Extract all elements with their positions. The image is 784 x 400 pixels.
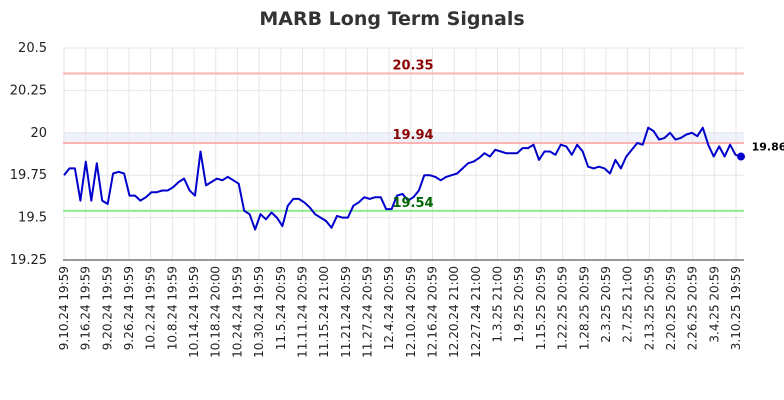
- x-tick-label: 9.10.24 19:59: [57, 266, 71, 350]
- x-tick-label: 11.5.24 20:59: [274, 266, 288, 350]
- reference-labels: 20.35 19.94 19.54: [392, 58, 433, 210]
- last-value-dot: [737, 152, 745, 161]
- x-tick-label: 10.14.24 19:59: [187, 266, 201, 358]
- x-tick-label: 11.21.24 20:59: [339, 266, 353, 358]
- x-tick-label: 2.26.25 20:59: [686, 266, 700, 350]
- price-series-line: [63, 126, 742, 231]
- x-tick-label: 1.9.25 20:59: [512, 266, 526, 343]
- last-value-label: 19.86: [752, 141, 784, 154]
- x-tick-label: 2.13.25 20:59: [642, 266, 656, 350]
- x-tick-label: 11.11.24 20:59: [295, 266, 309, 358]
- x-tick-label: 9.26.24 19:59: [122, 266, 136, 350]
- last-value-marker: 19.86: [737, 141, 784, 161]
- y-tick-labels: 19.25 19.5 19.75 20 20.25 20.5: [10, 41, 47, 268]
- x-tick-label: 12.10.24 20:59: [404, 266, 418, 358]
- chart-title: MARB Long Term Signals: [259, 8, 524, 30]
- x-tick-label: 10.2.24 19:59: [144, 266, 158, 350]
- grid-layer: [63, 47, 744, 261]
- x-tick-label: 3.4.25 20:59: [707, 266, 721, 343]
- x-tick-label: 12.16.24 20:59: [426, 266, 440, 358]
- x-tick-label: 12.4.24 20:59: [382, 266, 396, 350]
- reference-lines: [63, 72, 744, 212]
- x-tick-label: 1.22.25 20:59: [556, 266, 570, 350]
- y-tick-label: 20.25: [10, 83, 47, 98]
- x-tick-label: 2.7.25 21:00: [621, 266, 635, 343]
- x-tick-label: 1.3.25 21:00: [491, 266, 505, 343]
- x-tick-label: 11.15.24 21:00: [317, 266, 331, 358]
- x-tick-label: 12.27.24 21:00: [469, 266, 483, 358]
- x-tick-label: 1.28.25 20:59: [577, 266, 591, 350]
- reference-line-label: 19.94: [392, 128, 433, 143]
- reference-line-label: 20.35: [392, 58, 433, 73]
- x-tick-label: 1.15.25 20:59: [534, 266, 548, 350]
- y-tick-label: 19.75: [10, 168, 47, 183]
- x-tick-label: 11.27.24 20:59: [360, 266, 374, 358]
- x-tick-label: 9.20.24 19:59: [100, 266, 114, 350]
- x-tick-label: 10.18.24 20:00: [209, 266, 223, 358]
- y-tick-label: 20: [30, 126, 47, 141]
- x-tick-labels: 9.10.24 19:59 9.16.24 19:59 9.20.24 19:59 9…: [57, 266, 743, 358]
- x-tick-label: 2.3.25 20:59: [599, 266, 613, 343]
- x-tick-label: 2.20.25 20:59: [664, 266, 678, 350]
- x-tick-label: 9.16.24 19:59: [79, 266, 93, 350]
- reference-line-label: 19.54: [392, 196, 433, 211]
- x-tick-label: 10.24.24 19:59: [230, 266, 244, 358]
- band-layer: [63, 132, 744, 143]
- x-tick-label: 3.10.25 19:59: [729, 266, 743, 350]
- signal-band: [63, 132, 744, 143]
- y-tick-label: 20.5: [18, 41, 47, 56]
- x-tick-label: 10.8.24 19:59: [165, 266, 179, 350]
- x-tick-label: 10.30.24 19:59: [252, 266, 266, 358]
- series-layer: [63, 126, 742, 231]
- y-tick-label: 19.25: [10, 253, 47, 268]
- y-tick-label: 19.5: [18, 211, 47, 226]
- x-tick-label: 12.20.24 21:00: [447, 266, 461, 358]
